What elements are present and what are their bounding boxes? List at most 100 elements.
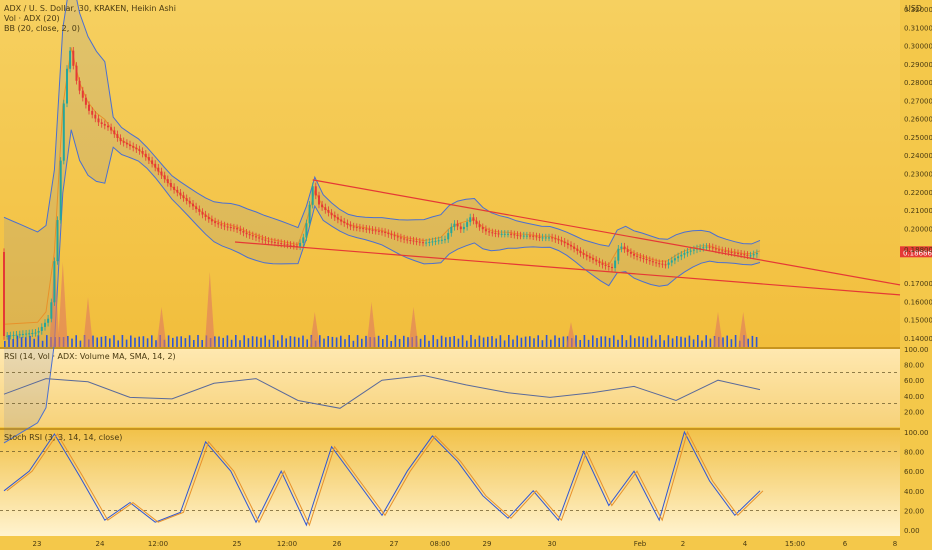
volume-bar bbox=[697, 335, 699, 347]
candle-body bbox=[538, 236, 541, 238]
volume-bar bbox=[583, 335, 586, 347]
bollinger-upper bbox=[3, 0, 761, 247]
volume-bar bbox=[382, 339, 384, 347]
volume-bar bbox=[272, 335, 275, 347]
price-tick-label: 0.31000 bbox=[904, 24, 932, 32]
candle-body bbox=[245, 232, 248, 235]
candle-body bbox=[579, 250, 582, 254]
candle-body bbox=[198, 209, 201, 212]
candle-body bbox=[629, 252, 632, 254]
price-tick-label: 0.21000 bbox=[904, 207, 932, 215]
candle-body bbox=[481, 227, 484, 230]
candle-body bbox=[661, 263, 664, 265]
price-scale-bg bbox=[900, 0, 932, 550]
candle-body bbox=[677, 256, 680, 259]
stoch-pane-bg bbox=[0, 430, 900, 536]
price-tick-label: 0.17000 bbox=[904, 280, 932, 288]
price-tick-label: 0.14000 bbox=[904, 335, 932, 343]
price-tick-label: 0.15000 bbox=[904, 317, 932, 325]
volume-bar bbox=[176, 336, 178, 347]
candle-body bbox=[403, 238, 406, 240]
volume-bar bbox=[625, 340, 628, 347]
volume-bar bbox=[424, 335, 426, 347]
candle-body bbox=[280, 243, 283, 245]
candle-body bbox=[667, 262, 670, 265]
volume-bar bbox=[222, 337, 224, 347]
time-tick-label: 08:00 bbox=[430, 540, 450, 548]
volume-bar bbox=[142, 336, 145, 347]
stoch-d-line bbox=[6, 430, 764, 527]
legend-volume: Vol · ADX (20) bbox=[4, 14, 60, 23]
candle-body bbox=[365, 228, 368, 230]
volume-bar bbox=[508, 335, 510, 347]
candle-body bbox=[56, 220, 59, 262]
candle-body bbox=[185, 198, 188, 201]
last-price-label: 0.18686 bbox=[903, 249, 932, 257]
candle-body bbox=[598, 261, 601, 264]
candle-body bbox=[381, 231, 383, 233]
volume-bar bbox=[394, 335, 397, 347]
candle-body bbox=[232, 227, 235, 229]
candle-body bbox=[570, 244, 572, 247]
candle-body bbox=[664, 264, 667, 266]
volume-bar bbox=[12, 339, 14, 347]
candle-body bbox=[409, 240, 412, 241]
candle-body bbox=[248, 234, 251, 236]
volume-bar bbox=[75, 335, 77, 347]
stoch-k-line bbox=[3, 430, 761, 527]
candle-body bbox=[648, 260, 651, 262]
volume-bar bbox=[650, 335, 653, 347]
candle-body bbox=[239, 229, 242, 231]
volume-bar bbox=[46, 335, 48, 347]
volume-bar bbox=[218, 336, 220, 347]
candle-body bbox=[544, 237, 547, 239]
candle-body bbox=[78, 80, 81, 91]
candle-body bbox=[576, 248, 579, 251]
volume-bar bbox=[323, 338, 325, 347]
volume-bar bbox=[499, 335, 502, 347]
volume-bar bbox=[340, 335, 342, 347]
candle-body bbox=[554, 238, 557, 240]
candle-body bbox=[387, 233, 390, 235]
volume-bar bbox=[281, 335, 283, 347]
candle-body bbox=[431, 241, 434, 243]
candle-body bbox=[699, 247, 702, 249]
volume-bar bbox=[109, 338, 111, 347]
volume-bar bbox=[306, 339, 308, 347]
price-tick-label: 0.26000 bbox=[904, 116, 932, 124]
volume-bar bbox=[117, 340, 119, 347]
candle-body bbox=[497, 233, 500, 235]
volume-spike bbox=[713, 312, 723, 347]
stoch-tick-label: 0.00 bbox=[904, 527, 920, 535]
volume-bar bbox=[264, 335, 266, 347]
candle-body bbox=[743, 254, 746, 256]
candle-body bbox=[494, 232, 497, 234]
volume-bar bbox=[545, 335, 548, 347]
candle-body bbox=[755, 253, 758, 255]
rsi-pane-bg bbox=[0, 349, 900, 427]
candle-body bbox=[655, 262, 658, 264]
volume-bar bbox=[344, 339, 346, 347]
volume-bar bbox=[655, 339, 657, 347]
last-price-badge bbox=[900, 246, 932, 258]
volume-spike bbox=[738, 312, 749, 347]
volume-bar bbox=[449, 336, 451, 347]
volume-bar bbox=[243, 335, 245, 347]
candle-body bbox=[3, 252, 5, 336]
candle-body bbox=[472, 217, 475, 221]
volume-bar bbox=[524, 336, 527, 347]
candle-body bbox=[119, 138, 122, 142]
candle-body bbox=[733, 252, 736, 254]
candle-body bbox=[21, 334, 24, 335]
time-tick-label: 26 bbox=[333, 540, 342, 548]
candle-body bbox=[658, 263, 661, 265]
volume-bar bbox=[138, 336, 140, 347]
price-tick-label: 0.20000 bbox=[904, 225, 932, 233]
candle-body bbox=[103, 124, 106, 126]
volume-bar bbox=[466, 340, 468, 347]
volume-bar bbox=[663, 340, 665, 347]
candle-body bbox=[592, 258, 594, 260]
stoch-tick-label: 60.00 bbox=[904, 468, 924, 476]
candle-body bbox=[689, 250, 692, 252]
